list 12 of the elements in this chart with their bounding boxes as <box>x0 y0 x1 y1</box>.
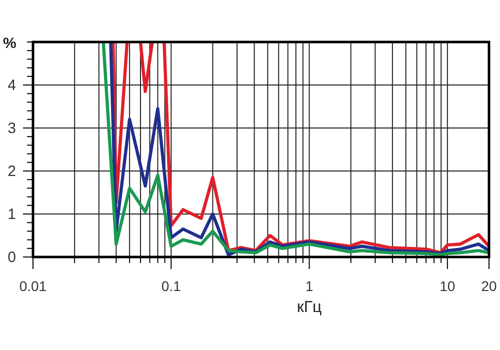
y-axis-title: % <box>3 35 16 52</box>
y-tick-label: 1 <box>8 206 16 223</box>
y-tick-label: 2 <box>8 163 16 180</box>
x-axis-title: кГц <box>296 299 322 316</box>
x-tick-label: 20 <box>481 278 497 294</box>
x-tick-label: 0.01 <box>19 278 47 294</box>
y-tick-label: 4 <box>8 77 16 94</box>
y-tick-label: 3 <box>8 120 16 137</box>
y-tick-label: 0 <box>8 249 16 266</box>
x-tick-label: 10 <box>440 278 456 294</box>
x-tick-label: 1 <box>305 278 314 294</box>
x-tick-label: 0.1 <box>161 278 182 294</box>
